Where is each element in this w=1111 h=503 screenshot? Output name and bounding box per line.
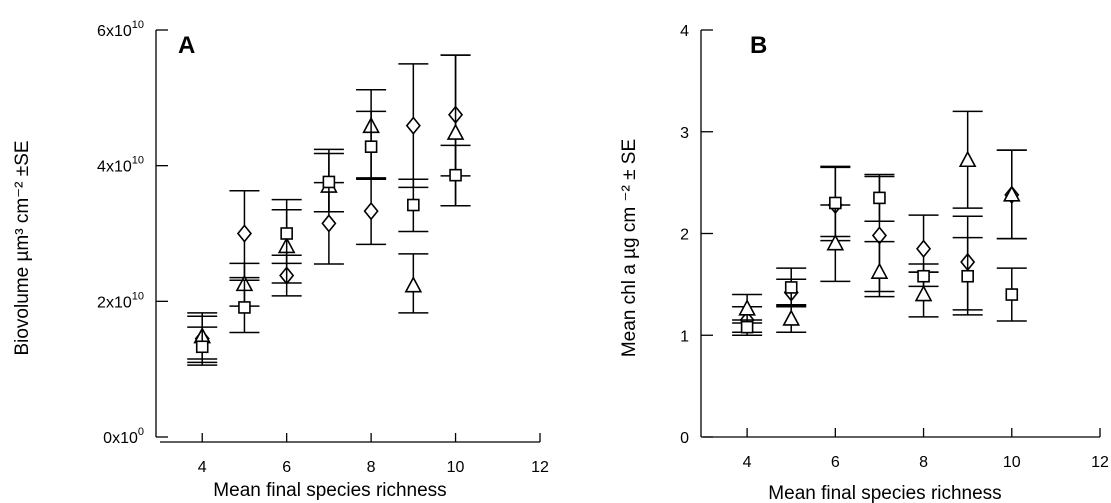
panel-b-triangle-point <box>826 233 845 251</box>
panel-a-x-tick-label: 6 <box>282 459 291 476</box>
panel-b-square-point <box>829 196 842 210</box>
panel-a-label: A <box>178 32 195 59</box>
panel-a-diamond-point <box>236 224 252 243</box>
panel-a-square-point <box>238 301 251 314</box>
panel-b-square-point <box>873 191 886 205</box>
panel-a-square-point <box>280 227 293 240</box>
panel-b-x-tick-label: 6 <box>831 454 840 471</box>
panel-b-triangle-point <box>782 309 801 326</box>
panel-b-square-point <box>1005 288 1019 301</box>
panel-a-triangle-point <box>446 123 465 140</box>
panel-a-x-tick-label: 8 <box>367 459 376 476</box>
panel-a-y-tick-label: 6x1010 <box>97 19 144 40</box>
panel-a-x-tick-label: 4 <box>198 459 207 476</box>
panel-a-square-point <box>449 168 462 182</box>
panel-a-diamond-point <box>405 116 421 135</box>
panel-b-triangle-point <box>738 299 756 316</box>
panel-b-x-axis-title: Mean final species richness <box>768 483 1001 503</box>
panel-b-x-tick-label: 8 <box>919 454 928 471</box>
panel-a: A Mean final species richness Biovolume … <box>12 19 549 501</box>
panel-b-square-point <box>740 320 754 334</box>
panel-b-triangle-point <box>914 284 933 302</box>
panel-b-x-tick-label: 12 <box>1091 454 1109 471</box>
panel-b-x-tick-label: 4 <box>743 454 752 471</box>
panel-a-y-tick-label: 0x100 <box>103 426 144 447</box>
panel-a-square-point <box>195 340 209 354</box>
panel-b-square-point <box>784 281 798 294</box>
panel-b-x-tick-label: 10 <box>1003 454 1021 471</box>
panel-a-square-point <box>407 198 420 212</box>
panel-b-y-axis-title: Mean chl a µg cm ⁻² ± SE <box>619 139 640 357</box>
panel-b-triangle-point <box>1002 185 1021 202</box>
panel-b-y-tick-label: 2 <box>680 227 689 244</box>
panel-b: B Mean final species richness Mean chl a… <box>619 23 1109 503</box>
panel-b-diamond-point <box>916 239 932 259</box>
panel-b-y-tick-label: 3 <box>680 125 689 142</box>
panel-b-label: B <box>750 32 767 59</box>
panel-a-triangle-point <box>404 276 423 293</box>
panel-a-diamond-point <box>321 214 337 233</box>
panel-a-square-point <box>364 140 378 153</box>
panel-a-y-tick-label: 4x1010 <box>97 155 144 176</box>
panel-a-y-axis-title: Biovolume µm³ cm⁻² ±SE <box>12 140 33 355</box>
panel-b-triangle-point <box>958 150 977 168</box>
panel-b-y-tick-label: 0 <box>680 430 689 447</box>
panel-a-x-tick-label: 10 <box>447 459 465 476</box>
panel-a-x-tick-label: 12 <box>531 459 549 476</box>
panel-b-square-point <box>961 269 974 283</box>
panel-a-square-point <box>322 175 336 189</box>
panel-a-x-axis-title: Mean final species richness <box>213 480 446 501</box>
panel-b-triangle-point <box>870 262 889 279</box>
panel-a-diamond-point <box>363 201 379 221</box>
panel-a-y-tick-label: 2x1010 <box>97 290 144 311</box>
panel-b-y-tick-label: 4 <box>680 23 689 40</box>
panel-b-square-point <box>917 269 930 283</box>
panel-b-y-tick-label: 1 <box>680 328 689 345</box>
